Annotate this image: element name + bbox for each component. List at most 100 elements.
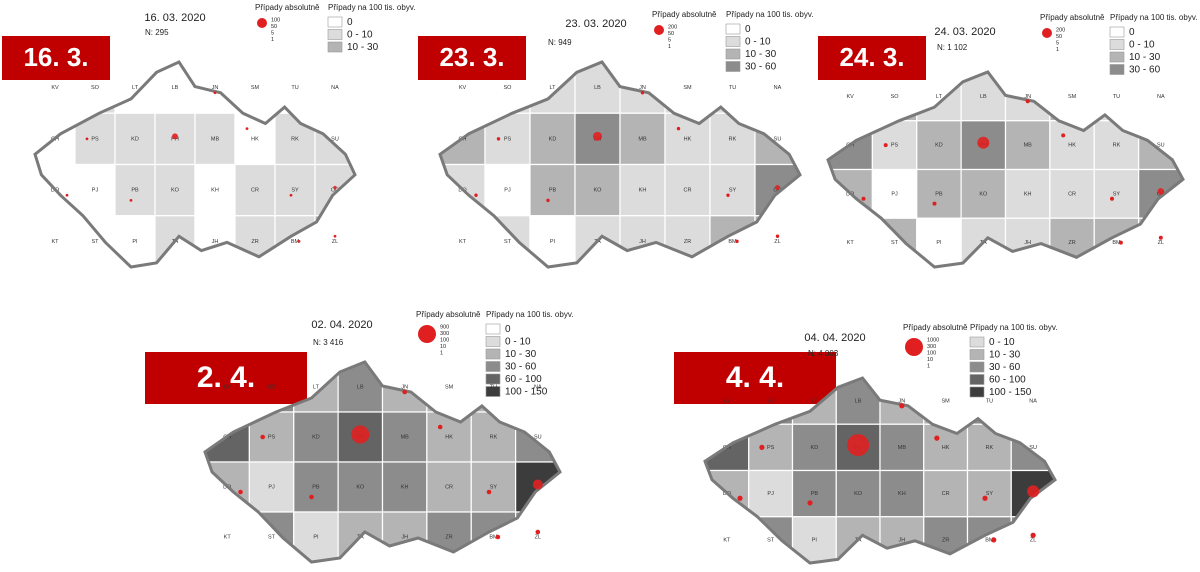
district-code: KT [224,534,232,540]
class-swatch [1109,26,1125,38]
district-code: ZL [332,239,338,245]
date-badge [2,36,110,80]
class-swatch [969,336,985,348]
district-code: ZR [1068,240,1075,246]
district-code: CR [445,484,453,490]
district-code: PJ [504,188,511,194]
case-bubble [775,185,780,191]
district-code: JN [212,85,219,91]
district-code: PI [132,239,138,245]
case-bubble [437,424,443,430]
class-label: 60 - 100 [989,375,1026,386]
district-code: PI [936,240,942,246]
case-bubble [593,131,602,141]
bubble-size-label: 100 [271,17,280,23]
district-code: KD [312,434,320,440]
district-code: KO [979,191,988,197]
district-code: ST [891,240,899,246]
district-code: JN [899,399,906,405]
class-label: 100 - 150 [505,387,548,398]
district-code: JH [212,239,219,245]
district-code: PJ [891,191,898,197]
case-bubble [402,389,407,395]
bubble-size-label: 5 [668,37,671,43]
district-code: PI [550,239,556,245]
bubble-legend-symbol [1042,28,1052,38]
class-swatch [969,386,985,398]
case-bubble [934,435,940,441]
district-code: JH [899,537,906,543]
bubble-legend-title: Případy absolutně [903,323,968,332]
district [484,163,531,217]
case-bubble [737,495,743,501]
district [966,469,1012,518]
district-code: PJ [92,188,99,194]
district-code: RK [729,136,737,142]
district [923,469,969,518]
district-code: HK [445,434,453,440]
district-code: SO [767,399,776,405]
district [709,163,756,217]
district-code: KH [211,188,219,194]
district-code: SO [891,94,900,100]
district-code: KO [854,491,863,497]
district [960,120,1007,171]
district-code: TU [490,384,497,390]
district-code: KD [549,136,557,142]
badge-label: 2. 4. [197,361,255,394]
class-swatch [485,348,501,360]
district-code: KH [639,188,647,194]
district [293,511,339,562]
district-code: MB [401,434,410,440]
class-label: 10 - 30 [347,42,379,53]
class-label: 100 - 150 [989,387,1032,398]
case-bubble [297,239,301,243]
bubble-legend-symbol [905,338,923,356]
class-label: 0 - 10 [989,337,1015,348]
map-date: 02. 04. 2020 [311,319,372,331]
bubble-size-label: 50 [1056,34,1062,40]
case-bubble [1158,235,1163,240]
map-panel: 23. 3. 23. 03. 2020 N: 949 Případy absolutn… [418,10,813,269]
district-code: KT [723,537,731,543]
district [337,461,384,513]
district-code: KV [847,94,855,100]
district-code: TU [986,399,993,405]
district-code: LB [172,85,179,91]
bubble-legend-symbol [654,25,664,35]
district-code: PI [313,534,319,540]
district [274,163,316,217]
district-code: SY [291,188,299,194]
district [791,469,837,518]
district-code: ST [767,537,775,543]
class-label: 0 [1129,27,1135,38]
district [234,163,276,217]
district-code: SY [490,484,498,490]
district-code: RK [490,434,498,440]
case-bubble [991,537,997,543]
class-legend-title: Případy na 100 tis. obyv. [486,310,573,319]
district-code: SY [986,491,994,497]
district-code: KD [131,136,139,142]
district [619,112,666,166]
class-label: 10 - 30 [505,349,537,360]
district-code: SM [683,85,692,91]
district-code: BM [291,239,300,245]
bubble-size-label: 1 [668,44,671,50]
bubble-legend-symbol [418,325,436,343]
case-bubble [496,137,501,141]
district-code: SU [774,136,782,142]
class-swatch [725,36,741,47]
district [470,461,517,513]
class-label: 0 [347,17,353,28]
district-code: JH [401,534,408,540]
case-bubble [932,201,937,206]
bubble-size-label: 1 [440,350,443,356]
district-code: LT [936,94,943,100]
district [154,163,196,217]
class-label: 0 - 10 [347,30,373,41]
district-code: BM [728,239,737,245]
case-bubble [676,126,681,131]
district-code: TU [291,85,298,91]
date-badge [145,352,307,404]
